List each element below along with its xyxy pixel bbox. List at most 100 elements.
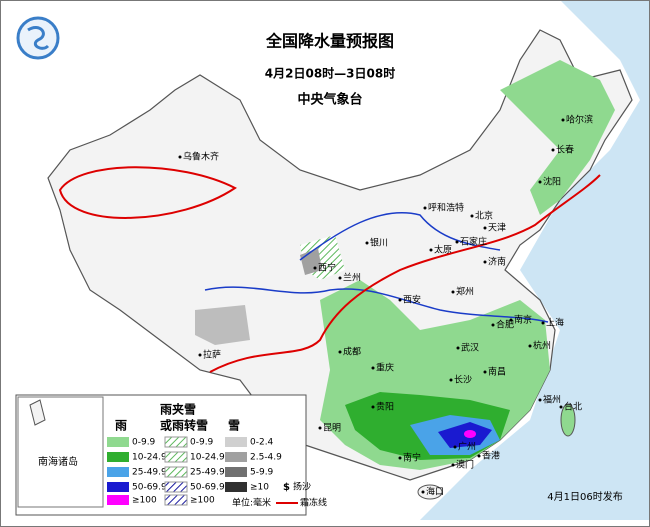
city-label: 郑州 [456, 286, 474, 298]
city-label: 哈尔滨 [566, 114, 593, 126]
frost-line [209, 174, 601, 373]
city-label: 石家庄 [460, 236, 487, 248]
city-label: 合肥 [496, 319, 514, 331]
legend-swatch [164, 436, 188, 448]
legend-label: 50-69.9 [132, 483, 167, 493]
city-dot [455, 240, 459, 244]
city-dot [456, 346, 460, 350]
city-label: 银川 [370, 237, 388, 249]
inset-coast [29, 399, 46, 426]
city-dot [398, 298, 402, 302]
legend-label: 25-49.9 [190, 468, 225, 478]
city-dot [559, 405, 563, 409]
city-label: 成都 [343, 346, 361, 358]
legend-label: 0-9.9 [190, 438, 214, 448]
city-dot [509, 318, 513, 322]
sand-symbol: $ [283, 482, 290, 493]
city-dot [449, 378, 453, 382]
city-label: 海口 [426, 486, 444, 498]
inset-box [17, 396, 104, 508]
legend-label: 0-2.4 [250, 438, 274, 448]
city-label: 台北 [564, 401, 582, 413]
legend-title: 雪 [228, 419, 240, 433]
city-dot [483, 370, 487, 374]
city-dot [541, 321, 545, 325]
city-dot [451, 290, 455, 294]
river [204, 286, 549, 323]
logo-mark [27, 25, 50, 50]
city-dot [538, 398, 542, 402]
legend-swatch [107, 467, 129, 477]
sea [420, 0, 650, 520]
city-label: 南昌 [488, 366, 506, 378]
city-dot [398, 456, 402, 460]
city-dot [423, 206, 427, 210]
legend-label: 5-9.9 [250, 468, 274, 478]
city-label: 天津 [488, 223, 506, 234]
legend-swatch [225, 467, 247, 477]
legend-swatch [164, 466, 188, 478]
rain-100 [464, 430, 476, 438]
city-label: 杭州 [533, 340, 551, 352]
city-dot [470, 214, 474, 218]
city-label: 贵阳 [376, 401, 394, 413]
city-dot [477, 454, 481, 458]
legend-swatch [107, 482, 129, 492]
river [299, 212, 501, 261]
inset-label: 南海诸岛 [38, 455, 78, 468]
city-dot [178, 155, 182, 159]
map-issuer: 中央气象台 [297, 92, 362, 108]
city-label: 长春 [556, 144, 574, 156]
city-label: 上海 [546, 317, 564, 329]
city-dot [528, 344, 532, 348]
legend-label: ≥100 [132, 496, 157, 506]
legend-label: ≥10 [250, 483, 269, 493]
legend-swatch [164, 494, 188, 506]
legend-label: 霜冻线 [300, 497, 327, 509]
city-dot [453, 445, 457, 449]
city-dot [198, 353, 202, 357]
city-label: 西宁 [318, 262, 336, 274]
city-dot [421, 490, 425, 494]
hainan [417, 484, 443, 500]
legend-label: 10-24.9 [132, 453, 167, 463]
legend-label: 2.5-4.9 [250, 453, 282, 463]
legend-label: 扬沙 [293, 481, 311, 493]
taiwan [560, 403, 576, 437]
city-label: 拉萨 [203, 349, 221, 361]
city-label: 武汉 [461, 342, 479, 354]
city-dot [491, 323, 495, 327]
legend-swatch [107, 495, 129, 505]
frost-line [58, 166, 237, 219]
logo [16, 16, 60, 60]
legend-unit: 单位:毫米 [232, 497, 271, 509]
city-label: 香港 [482, 450, 500, 462]
legend-label: 50-69.9 [190, 483, 225, 493]
city-label: 兰州 [343, 272, 361, 284]
map-period: 4月2日08时—3日08时 [265, 66, 395, 81]
city-dot [371, 366, 375, 370]
legend-swatch [225, 437, 247, 447]
legend-swatch [164, 481, 188, 493]
city-dot [561, 118, 565, 122]
city-dot [318, 426, 322, 430]
city-dot [429, 248, 433, 252]
city-dot [551, 148, 555, 152]
city-label: 广州 [458, 441, 476, 453]
snow-area [300, 248, 322, 275]
issue-time: 4月1日06时发布 [547, 490, 622, 503]
legend-swatch [164, 451, 188, 463]
legend-title: 或雨转雪 [160, 418, 208, 433]
city-dot [313, 266, 317, 270]
city-label: 呼和浩特 [428, 202, 464, 214]
city-label: 福州 [543, 394, 561, 406]
map-title: 全国降水量预报图 [265, 32, 394, 51]
city-label: 澳门 [456, 459, 474, 471]
city-dot [365, 241, 369, 245]
legend-title: 雨 [115, 419, 127, 433]
city-dot [483, 260, 487, 264]
city-label: 乌鲁木齐 [183, 151, 219, 163]
city-label: 济南 [488, 256, 506, 268]
city-label: 太原 [434, 244, 452, 256]
